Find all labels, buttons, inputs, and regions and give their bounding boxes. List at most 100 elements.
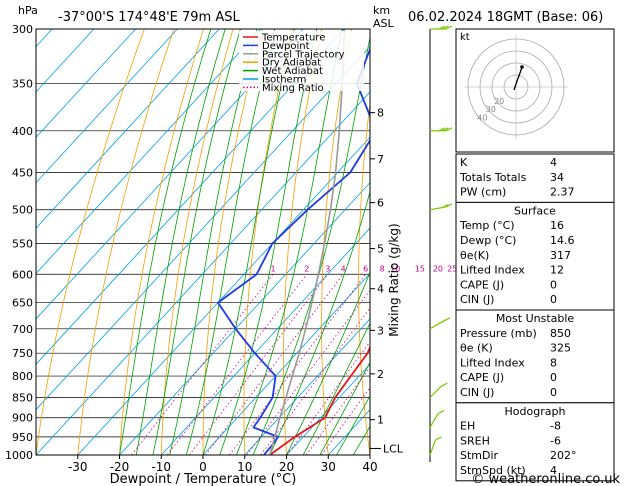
x-tick-label: -20: [110, 460, 130, 474]
wet-adiabat-line: [302, 322, 370, 455]
surface-row-value: 14.6: [550, 234, 575, 247]
asl-unit: ASL: [373, 17, 395, 30]
mixing-ratio-label: 10: [390, 264, 400, 273]
wind-barb: [429, 410, 445, 428]
x-tick-label: 40: [362, 460, 377, 474]
pressure-tick-label: 350: [12, 78, 33, 91]
hodograph-ring-label: 20: [494, 97, 504, 106]
km-tick-label: 6: [377, 197, 384, 210]
dry-adiabat-line: [429, 29, 454, 455]
isotherm-line: [36, 29, 220, 229]
pressure-tick-label: 600: [12, 268, 33, 281]
pressure-tick-label: 750: [12, 347, 33, 360]
hodograph-stats-title: Hodograph: [505, 405, 566, 418]
wet-adiabat-line: [236, 29, 343, 455]
indices-box: [455, 153, 615, 203]
surface-row-value: 12: [550, 264, 564, 277]
wet-adiabat-line: [152, 29, 241, 455]
index-label: Totals Totals: [459, 171, 527, 184]
index-value: 4: [550, 156, 557, 169]
surface-row-label: CAPE (J): [460, 278, 504, 291]
wind-barb: [429, 382, 448, 398]
mixing-ratio-label: 6: [363, 264, 368, 273]
dry-adiabat-line: [77, 29, 175, 455]
km-tick-label: 1: [377, 414, 384, 427]
chart-title: -37°00'S 174°48'E 79m ASL: [58, 10, 240, 25]
surface-title: Surface: [514, 204, 556, 217]
legend-entry: Parcel Trajectory: [262, 49, 345, 60]
wind-barb-flag: [445, 127, 453, 132]
wind-barb-flag: [441, 382, 448, 387]
mixing-ratio-line: [188, 274, 329, 455]
most-unstable-box: [455, 309, 615, 404]
isotherm-line: [286, 363, 370, 455]
hodograph-stats-row-label: EH: [460, 420, 475, 433]
surface-row-label: Lifted Index: [460, 264, 525, 277]
x-tick-label: -10: [151, 460, 171, 474]
dry-adiabat-line: [36, 29, 145, 455]
wind-barb: [429, 317, 451, 330]
hodograph-stats-row-value: 4: [550, 464, 557, 477]
index-tables: K 4 Totals Totals 34 PW (cm) 2.37 Surface Temp …: [455, 153, 615, 482]
index-value: 34: [550, 171, 564, 184]
km-tick-label: 3: [377, 324, 384, 337]
hodograph-stats-row-label: SREH: [460, 434, 490, 447]
mixing-ratio-line: [131, 274, 274, 455]
mixing-ratio-label: 20: [433, 264, 443, 273]
wind-barb-flag: [445, 203, 453, 208]
wind-barb-flag: [437, 410, 445, 415]
hodograph-stats-row-label: StmDir: [460, 449, 499, 462]
pressure-tick-label: 700: [12, 323, 33, 336]
mixing-ratio-line: [260, 307, 370, 455]
isotherm-line: [36, 29, 262, 275]
wind-barb-shaft: [429, 439, 437, 456]
isotherm-line: [36, 91, 370, 455]
mixing-ratio-label: 4: [341, 264, 346, 273]
index-value: 2.37: [550, 186, 575, 199]
isotherm-line: [244, 318, 370, 455]
hodograph-frame: [455, 28, 615, 153]
km-tick-label: 7: [377, 153, 384, 166]
mixing-ratio-axis-label: Mixing Ratio (g/kg): [387, 223, 401, 336]
km-tick-label: 8: [377, 107, 384, 120]
index-label: K: [460, 156, 468, 169]
legend-entry: Wet Adiabat: [262, 66, 323, 77]
x-tick-label: 30: [321, 460, 336, 474]
hodograph-ring-label: 30: [486, 105, 496, 114]
dry-adiabat-line: [358, 100, 370, 455]
isotherm-line: [202, 272, 370, 455]
legend-entry: Dewpoint: [262, 41, 310, 52]
most-unstable-row-value: 325: [550, 342, 571, 355]
mixing-ratio-line: [246, 289, 370, 455]
wet-adiabat-line: [219, 29, 318, 455]
wind-barb-flag: [438, 127, 446, 132]
x-tick-label: 0: [199, 460, 207, 474]
dry-adiabat-line: [202, 29, 264, 455]
pressure-tick-label: 550: [12, 237, 33, 250]
dry-adiabat-line: [321, 29, 352, 455]
surface-box: [455, 201, 615, 311]
copyright: © weatheronline.co.uk: [471, 472, 620, 486]
date-label: 06.02.2024 18GMT (Base: 06): [408, 10, 603, 25]
surface-row-value: 0: [550, 278, 557, 291]
most-unstable-row-label: CIN (J): [460, 386, 494, 399]
surface-row-label: CIN (J): [460, 293, 494, 306]
wet-adiabat-line: [269, 190, 370, 455]
hodograph-kt-label: kt: [460, 32, 470, 43]
wind-barb-flag: [435, 436, 442, 441]
wind-barb-flag: [438, 25, 446, 30]
legend-entry: Mixing Ratio: [262, 83, 324, 94]
surface-row-value: 0: [550, 293, 557, 306]
hodograph-storm-motion: [520, 65, 524, 69]
most-unstable-row-value: 850: [550, 327, 571, 340]
wind-barb-shaft: [429, 385, 442, 398]
x-tick-label: -30: [68, 460, 88, 474]
most-unstable-row-value: 8: [550, 356, 557, 369]
pressure-tick-label: 800: [12, 370, 33, 383]
wet-adiabat-line: [135, 29, 226, 455]
pressure-tick-label: 450: [12, 166, 33, 179]
pressure-tick-label: 500: [12, 204, 33, 217]
